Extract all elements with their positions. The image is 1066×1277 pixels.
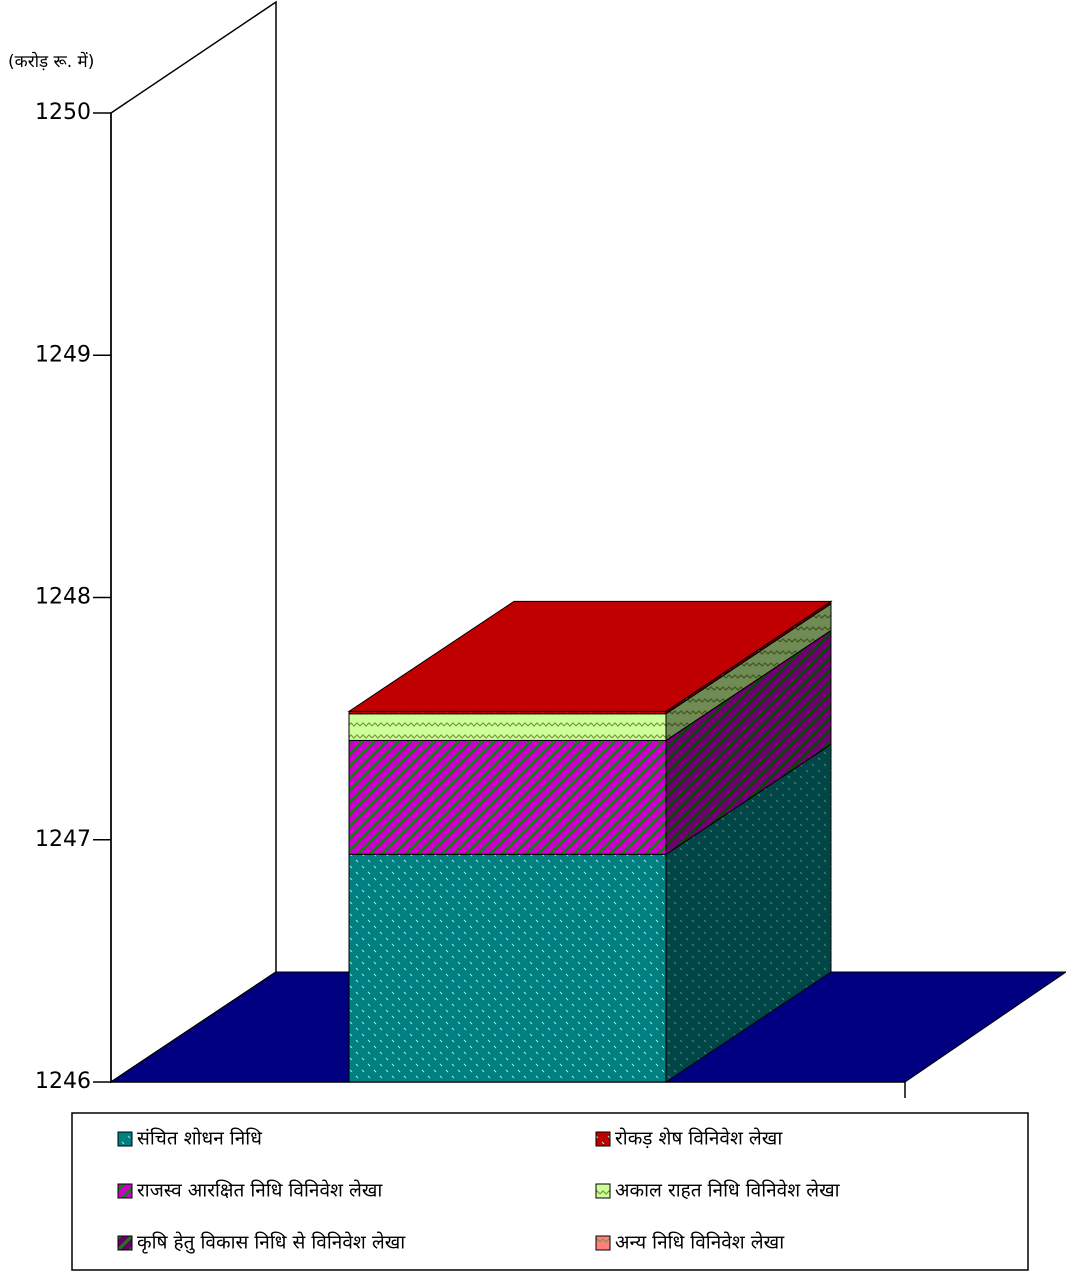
bar-side-shade [666, 601, 831, 714]
y-axis-label: (करोड़ रू. में) [8, 51, 94, 72]
legend-box [71, 1112, 1029, 1271]
bar-segment [348, 713, 667, 741]
y-tick-label: 1247 [35, 827, 91, 852]
legend-label: रोकड़ शेष विनिवेश लेखा [615, 1127, 783, 1150]
bar-top [347, 600, 833, 712]
y-tick-label: 1249 [35, 342, 91, 367]
legend-swatch [117, 1131, 133, 1147]
bar-segment [348, 853, 667, 1083]
bar-segment [348, 739, 667, 855]
legend-label: संचित शोधन निधि [137, 1127, 262, 1150]
legend-swatch [595, 1235, 611, 1251]
legend-swatch [595, 1183, 611, 1199]
legend-swatch [117, 1183, 133, 1199]
bar-side-shade [666, 603, 831, 741]
legend-label: अकाल राहत निधि विनिवेश लेखा [615, 1179, 841, 1202]
legend-swatch [117, 1235, 133, 1251]
y-tick-label: 1246 [35, 1069, 91, 1094]
y-tick-label: 1248 [35, 585, 91, 610]
bar-side-shade [666, 630, 831, 855]
legend-label: अन्य निधि विनिवेश लेखा [615, 1231, 785, 1254]
legend-swatch [595, 1131, 611, 1147]
y-tick-label: 1250 [35, 100, 91, 125]
legend-label: कृषि हेतु विकास निधि से विनिवेश लेखा [137, 1231, 406, 1255]
legend-label: राजस्व आरक्षित निधि विनिवेश लेखा [137, 1179, 383, 1202]
back-wall [110, 0, 277, 1084]
bar-side-shade [666, 744, 831, 1082]
